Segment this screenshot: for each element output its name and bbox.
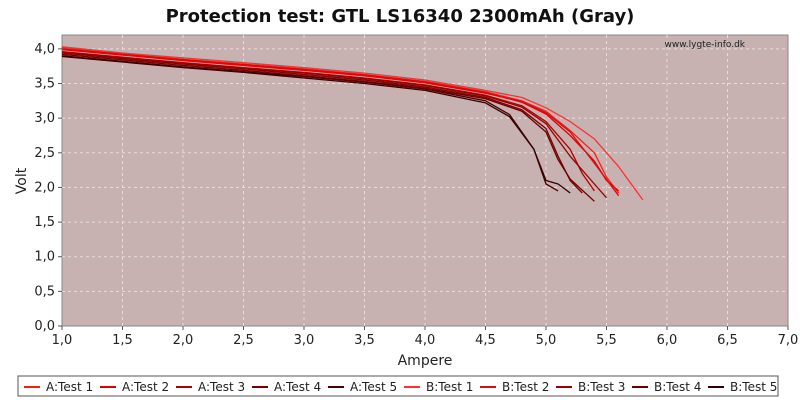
legend-label: B:Test 4: [654, 380, 701, 394]
legend: A:Test 1 A:Test 2 A:Test 3 A:Test 4 A:Test 5…: [24, 380, 777, 394]
x-tick-label: 4,5: [475, 333, 496, 348]
series-line: [61, 48, 620, 192]
legend-box: [17, 375, 779, 397]
series-line: [61, 46, 644, 201]
x-tick-label: 3,5: [354, 333, 375, 348]
y-axis-label: Volt: [14, 167, 30, 194]
x-tick-label: 7,0: [778, 333, 799, 348]
chart-title: Protection test: GTL LS16340 2300mAh (Gr…: [166, 6, 635, 27]
legend-label: A:Test 2: [122, 380, 169, 394]
x-tick-label: 1,0: [52, 333, 73, 348]
x-tick-label: 5,5: [596, 333, 617, 348]
legend-label: A:Test 5: [350, 380, 397, 394]
legend-label: B:Test 2: [502, 380, 549, 394]
x-tick-label: 1,5: [112, 333, 133, 348]
legend-label: B:Test 1: [426, 380, 473, 394]
legend-label: B:Test 5: [730, 380, 777, 394]
series-line: [61, 55, 571, 194]
y-tick-label: 3,5: [34, 77, 55, 92]
y-tick-label: 0,5: [34, 284, 55, 299]
x-axis-label: Ampere: [398, 353, 453, 369]
series-line: [61, 51, 607, 199]
grid: [62, 35, 788, 326]
y-axis: 0,0 0,5 1,0 1,5 2,0 2,5 3,0 3,5 4,0: [34, 42, 62, 334]
series-line: [61, 48, 620, 197]
x-tick-label: 4,0: [415, 333, 436, 348]
legend-label: A:Test 1: [46, 380, 93, 394]
x-tick-label: 2,0: [173, 333, 194, 348]
y-tick-label: 3,0: [34, 111, 55, 126]
y-tick-label: 1,0: [34, 250, 55, 265]
legend-label: B:Test 3: [578, 380, 625, 394]
x-tick-label: 6,5: [717, 333, 738, 348]
x-tick-label: 2,5: [233, 333, 254, 348]
series-lines: [61, 46, 644, 202]
x-tick-label: 3,0: [294, 333, 315, 348]
y-tick-label: 2,5: [34, 146, 55, 161]
watermark: www.lygte-info.dk: [665, 40, 746, 50]
legend-label: A:Test 4: [274, 380, 321, 394]
series-line: [61, 50, 595, 192]
x-axis: 1,0 1,5 2,0 2,5 3,0 3,5 4,0 4,5 5,0 5,5 6,0 6,5 7,0: [52, 326, 799, 348]
y-tick-label: 1,5: [34, 215, 55, 230]
y-tick-label: 4,0: [34, 42, 55, 57]
y-tick-label: 2,0: [34, 180, 55, 195]
y-tick-label: 0,0: [34, 319, 55, 334]
series-line: [61, 52, 583, 194]
legend-label: A:Test 3: [198, 380, 245, 394]
x-tick-label: 5,0: [536, 333, 557, 348]
x-tick-label: 6,0: [657, 333, 678, 348]
series-line: [61, 53, 595, 202]
